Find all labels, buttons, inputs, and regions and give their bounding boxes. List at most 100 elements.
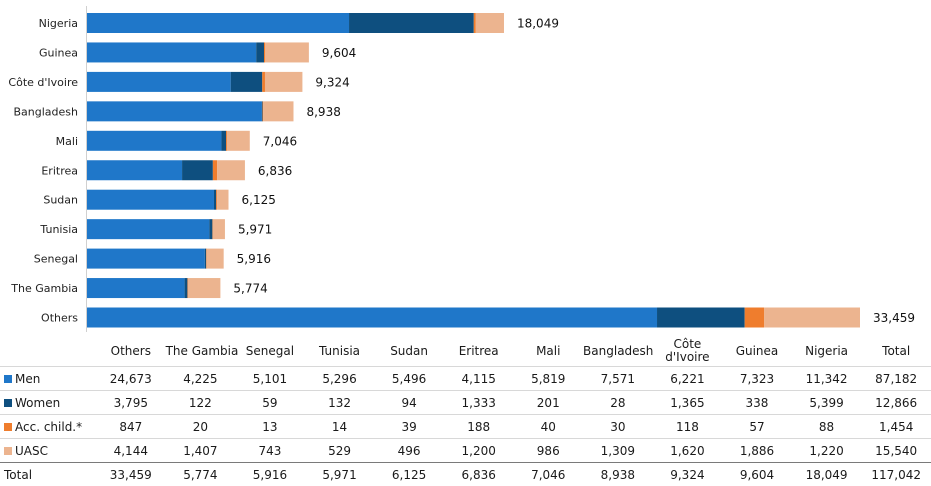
bar-segment-c-te-d-ivoire-men [87,72,231,92]
table-cell-women-total: 12,866 [861,391,931,415]
table-cell-men-total: 87,182 [861,367,931,391]
table-cell-women-tunisia: 132 [305,391,375,415]
total-label-senegal: 5,916 [237,252,271,266]
bar-segment-guinea-men [87,42,256,62]
bar-segment-c-te-d-ivoire-uasc [265,72,302,92]
table-cell-total-others: 33,459 [96,463,166,486]
table-cell-acc-child-sudan: 39 [374,415,444,439]
table-corner-cell [0,336,96,367]
total-label-nigeria: 18,049 [517,17,559,31]
table-cell-acc-child-c-te-d-ivoire: 118 [653,415,723,439]
table-cell-uasc-senegal: 743 [235,439,305,463]
bar-segment-guinea-acc-child [264,42,265,62]
bar-segment-others-acc-child [745,308,765,328]
table-cell-uasc-the-gambia: 1,407 [166,439,236,463]
table-cell-uasc-others: 4,144 [96,439,166,463]
table-cell-total-c-te-d-ivoire: 9,324 [653,463,723,486]
total-label-c-te-d-ivoire: 9,324 [315,75,349,89]
category-label-c-te-d-ivoire: Côte d'Ivoire [8,76,78,89]
bar-segment-tunisia-men [87,219,209,239]
bar-segment-c-te-d-ivoire-acc-child [262,72,265,92]
bar-segment-others-women [657,308,745,328]
category-label-the-gambia: The Gambia [10,282,78,295]
bar-segment-sudan-acc-child [216,190,217,210]
table-cell-acc-child-guinea: 57 [722,415,792,439]
table-cell-total-tunisia: 5,971 [305,463,375,486]
table-cell-women-guinea: 338 [722,391,792,415]
bar-segment-tunisia-women [209,219,212,239]
table-cell-women-mali: 201 [513,391,583,415]
legend-swatch-women [4,399,12,407]
table-cell-uasc-nigeria: 1,220 [792,439,862,463]
bar-segment-bangladesh-women [262,101,263,121]
category-label-eritrea: Eritrea [41,164,78,177]
table-cell-acc-child-the-gambia: 20 [166,415,236,439]
table-cell-total-eritrea: 6,836 [444,463,514,486]
bar-segment-guinea-women [256,42,264,62]
total-label-bangladesh: 8,938 [306,105,340,119]
bar-segment-bangladesh-uasc [263,101,293,121]
bar-segment-nigeria-uasc [476,13,504,33]
table-cell-men-mali: 5,819 [513,367,583,391]
column-header-bangladesh: Bangladesh [583,336,653,367]
table-cell-uasc-tunisia: 529 [305,439,375,463]
table-cell-women-sudan: 94 [374,391,444,415]
bar-segment-nigeria-acc-child [474,13,476,33]
legend-swatch-men [4,375,12,383]
table-cell-acc-child-mali: 40 [513,415,583,439]
bar-segment-mali-acc-child [226,131,227,151]
legend-swatch-uasc [4,447,12,455]
table-cell-acc-child-nigeria: 88 [792,415,862,439]
bar-segment-guinea-uasc [265,42,309,62]
bar-segment-eritrea-men [87,160,182,180]
bar-segment-bangladesh-men [87,101,262,121]
table-cell-women-others: 3,795 [96,391,166,415]
table-cell-total-mali: 7,046 [513,463,583,486]
column-header-senegal: Senegal [235,336,305,367]
table-cell-men-bangladesh: 7,571 [583,367,653,391]
table-cell-men-others: 24,673 [96,367,166,391]
table-cell-women-senegal: 59 [235,391,305,415]
bar-segment-mali-uasc [227,131,250,151]
total-label-guinea: 9,604 [322,46,356,60]
row-label-men: Men [0,367,96,391]
table-cell-women-nigeria: 5,399 [792,391,862,415]
bar-segment-nigeria-men [87,13,349,33]
table-cell-women-the-gambia: 122 [166,391,236,415]
legend-swatch-acc-child [4,423,12,431]
column-header-guinea: Guinea [722,336,792,367]
table-cell-uasc-sudan: 496 [374,439,444,463]
bar-segment-eritrea-women [182,160,213,180]
table-cell-men-eritrea: 4,115 [444,367,514,391]
table-cell-total-guinea: 9,604 [722,463,792,486]
table-cell-uasc-eritrea: 1,200 [444,439,514,463]
table-cell-uasc-mali: 986 [513,439,583,463]
column-header-eritrea: Eritrea [444,336,514,367]
table-cell-men-the-gambia: 4,225 [166,367,236,391]
row-label-women: Women [0,391,96,415]
category-label-bangladesh: Bangladesh [14,105,79,118]
category-label-senegal: Senegal [34,253,78,266]
table-cell-men-c-te-d-ivoire: 6,221 [653,367,723,391]
bar-segment-others-uasc [764,308,860,328]
column-header-sudan: Sudan [374,336,444,367]
table-cell-total-bangladesh: 8,938 [583,463,653,486]
bar-segment-sudan-men [87,190,214,210]
table-cell-men-sudan: 5,496 [374,367,444,391]
table-cell-acc-child-senegal: 13 [235,415,305,439]
table-cell-women-eritrea: 1,333 [444,391,514,415]
bar-segment-the-gambia-women [185,278,188,298]
table-cell-uasc-bangladesh: 1,309 [583,439,653,463]
bar-segment-mali-women [221,131,226,151]
table-cell-total-total: 117,042 [861,463,931,486]
bar-segment-the-gambia-acc-child [187,278,188,298]
total-label-mali: 7,046 [263,134,297,148]
